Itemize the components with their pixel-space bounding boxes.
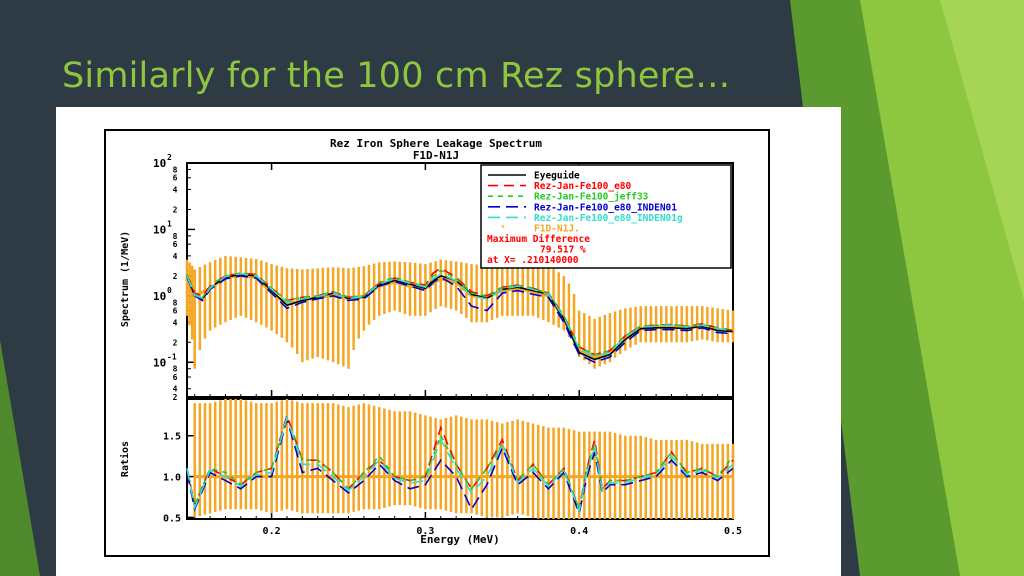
top-ytick-label: 10 xyxy=(153,356,166,369)
x-tick-label: 0.4 xyxy=(570,526,588,537)
chart-title: Rez Iron Sphere Leakage Spectrum xyxy=(330,137,542,150)
bottom-xlabel: Energy (MeV) xyxy=(420,533,499,546)
top-ytick-minor-label: 2 xyxy=(173,393,178,402)
slide-title: Similarly for the 100 cm Rez sphere… xyxy=(62,56,731,96)
top-ytick-minor-label: 8 xyxy=(173,298,178,307)
top-ytick-minor-label: 2 xyxy=(173,338,178,347)
x-tick-label: 0.3 xyxy=(416,526,434,537)
top-ytick-minor-label: 8 xyxy=(173,365,178,374)
green-corner-left xyxy=(0,340,40,576)
top-ytick-minor-label: 8 xyxy=(173,165,178,174)
legend-label: Rez-Jan-Fe100_e80 xyxy=(534,181,632,192)
top-ytick-minor-label: 6 xyxy=(173,307,178,316)
green-band-highlight xyxy=(940,0,1024,300)
plot-panel: Rez Iron Sphere Leakage Spectrum F1D-N1J… xyxy=(56,107,841,576)
top-series-line xyxy=(186,272,734,358)
top-ytick-minor-label: 4 xyxy=(173,318,178,327)
bottom-series-line xyxy=(186,412,734,513)
bottom-ylabel: Ratios xyxy=(119,441,131,477)
bottom-ytick-label: 0.5 xyxy=(163,513,181,524)
max-difference-annotation: 79.517 % xyxy=(540,245,586,256)
top-ytick-minor-label: 2 xyxy=(173,205,178,214)
plot-image: Rez Iron Sphere Leakage Spectrum F1D-N1J… xyxy=(104,129,770,557)
top-ytick-minor-label: 4 xyxy=(173,252,178,261)
top-series-line xyxy=(186,275,734,364)
legend-box xyxy=(480,164,732,269)
max-difference-annotation: at X= .210140000 xyxy=(487,255,579,266)
top-ytick-minor-label: 8 xyxy=(173,232,178,241)
bottom-series-line xyxy=(186,416,734,517)
top-ytick-exponent: -1 xyxy=(167,352,177,361)
top-ytick-label: 10 xyxy=(153,157,166,170)
bottom-series-line xyxy=(186,415,734,513)
bottom-chart-layer: 0.2 0.3 0.4 0.5 0.5 1.0 1.5 xyxy=(163,399,742,537)
top-series-line xyxy=(186,269,734,356)
chart-subtitle: F1D-N1J xyxy=(413,149,459,162)
max-difference-annotation: Maximum Difference xyxy=(487,234,590,245)
bottom-series-line xyxy=(186,415,734,514)
top-ytick-exponent: 1 xyxy=(167,219,172,228)
top-ytick-minor-label: 4 xyxy=(173,185,178,194)
top-series-line xyxy=(186,273,734,361)
top-ytick-label: 10 xyxy=(153,290,166,303)
legend-marker: * xyxy=(501,224,505,235)
top-ytick-minor-label: 2 xyxy=(173,272,178,281)
x-tick-label: 0.2 xyxy=(263,526,281,537)
top-ytick-minor-label: 6 xyxy=(173,174,178,183)
top-ytick-label: 10 xyxy=(153,223,166,236)
legend-label: Rez-Jan-Fe100_e80_INDEN01 xyxy=(534,202,677,213)
legend-label: Rez-Jan-Fe100_e80_INDEN01g xyxy=(534,213,683,224)
top-ytick-minor-label: 6 xyxy=(173,240,178,249)
plot-frame xyxy=(104,129,770,557)
legend-label: Rez-Jan-Fe100_jeff33 xyxy=(534,192,649,203)
legend-label: F1D-N1J. xyxy=(534,224,580,235)
top-ytick-exponent: 2 xyxy=(167,153,172,162)
bottom-ytick-label: 1.5 xyxy=(163,432,181,443)
top-ytick-minor-label: 4 xyxy=(173,385,178,394)
legend-label: Eyeguide xyxy=(534,171,580,182)
bottom-ytick-label: 1.0 xyxy=(163,473,181,484)
top-ytick-exponent: 0 xyxy=(167,286,172,295)
top-ylabel: Spectrum (1/MeV) xyxy=(120,231,131,327)
legend: EyeguideRez-Jan-Fe100_e80Rez-Jan-Fe100_j… xyxy=(480,164,732,269)
top-ytick-minor-label: 6 xyxy=(173,373,178,382)
x-tick-label: 0.5 xyxy=(724,526,742,537)
